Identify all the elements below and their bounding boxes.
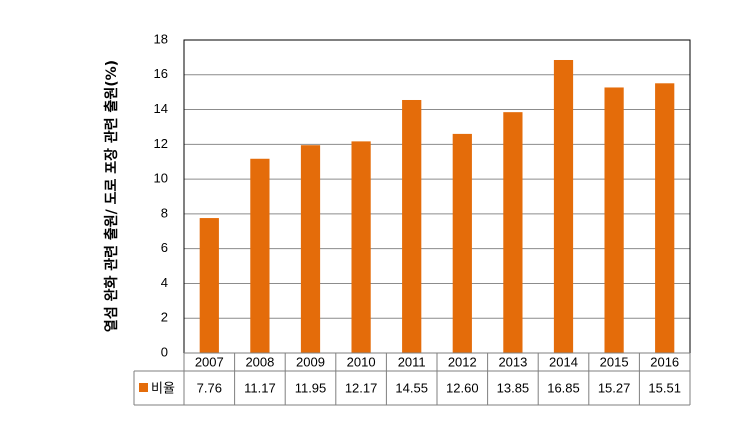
x-tick-label: 2016 [650,354,679,369]
data-label: 14.55 [395,380,428,395]
data-table: 2007 7.76 2008 11.17 2009 11.95 2010 12.17 2011 1… [133,352,691,406]
data-label: 7.76 [197,380,222,395]
x-tick-label: 2011 [398,354,426,369]
x-tick-label: 2010 [347,354,376,369]
y-tick-label: 4 [161,275,168,290]
bar [655,83,675,353]
bar [250,158,270,353]
x-tick-label: 2009 [296,354,325,369]
x-tick-label: 2014 [549,354,578,369]
y-tick-label: 16 [154,66,168,81]
data-label: 11.17 [244,380,276,395]
data-label: 12.17 [345,380,378,395]
y-tick-label: 10 [154,171,168,186]
bar [553,59,574,353]
y-tick-label: 18 [154,31,168,46]
bar [351,141,371,353]
y-tick-label: 0 [161,344,168,359]
data-label: 13.85 [497,380,530,395]
data-label: 16.85 [547,380,580,395]
y-tick-label: 2 [161,310,168,325]
x-tick-label: 2007 [195,354,224,369]
y-tick-label: 12 [154,136,168,151]
y-axis-label: 열섬 완화 관련 출원/ 도로 포장 관련 출원(%) [103,60,120,332]
bars [199,59,675,354]
bar [452,133,472,353]
y-tick-label: 6 [161,240,168,255]
bar [503,112,523,354]
x-tick-label: 2012 [448,354,477,369]
bar [604,87,624,353]
y-tick-labels: 0 2 4 6 8 10 12 14 16 18 [154,31,168,359]
y-tick-label: 14 [154,101,168,116]
legend-swatch [139,383,148,392]
data-label: 15.27 [598,380,631,395]
data-label: 15.51 [648,380,681,395]
legend-label: 비율 [151,382,175,397]
data-label: 11.95 [295,380,327,395]
bar [199,218,219,353]
x-tick-label: 2008 [245,354,274,369]
data-label: 12.60 [446,380,479,395]
bar [300,145,321,353]
bar [402,99,422,353]
x-tick-label: 2015 [600,354,629,369]
y-tick-label: 8 [161,205,168,220]
x-tick-label: 2013 [498,354,527,369]
